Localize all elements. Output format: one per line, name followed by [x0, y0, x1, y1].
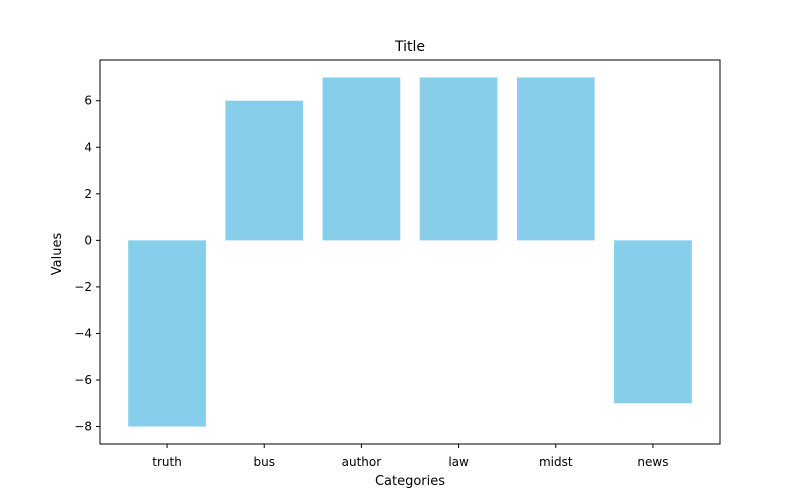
- x-tick-label: truth: [152, 455, 182, 469]
- chart-title: Title: [394, 39, 425, 55]
- x-tick-label: news: [637, 455, 668, 469]
- y-tick-label: −2: [74, 280, 92, 294]
- y-tick-label: −8: [74, 420, 92, 434]
- y-axis-label: Values: [50, 233, 65, 276]
- bars-layer: [128, 77, 692, 427]
- x-axis-ticks: truth bus author law midst news: [152, 444, 668, 469]
- x-tick-label: bus: [253, 455, 274, 469]
- x-tick-label: author: [342, 455, 382, 469]
- y-tick-label: 4: [84, 140, 92, 154]
- y-axis-ticks: −8 −6 −4 −2 0 2 4 6: [74, 94, 100, 434]
- bar-bus: [225, 100, 304, 241]
- y-tick-label: 0: [84, 233, 92, 247]
- bar-truth: [128, 240, 206, 427]
- x-tick-label: midst: [539, 455, 573, 469]
- y-tick-label: 6: [84, 94, 92, 108]
- y-tick-label: 2: [84, 187, 92, 201]
- bar-author: [322, 77, 401, 241]
- bar-news: [614, 240, 692, 404]
- y-tick-label: −4: [74, 326, 92, 340]
- y-tick-label: −6: [74, 373, 92, 387]
- plot-frame: [99, 59, 721, 445]
- x-axis-label: Categories: [375, 474, 445, 489]
- x-tick-label: law: [448, 455, 469, 469]
- bar-law: [419, 77, 498, 241]
- bar-midst: [516, 77, 595, 241]
